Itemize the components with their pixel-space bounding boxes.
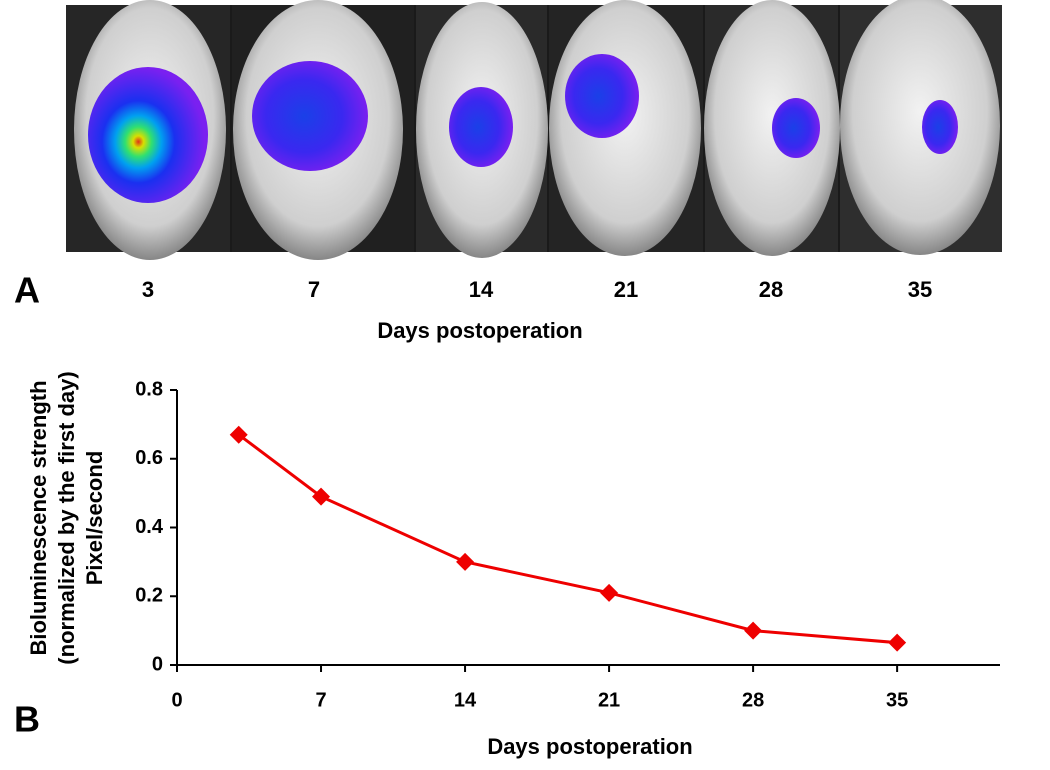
y-tick-label: 0	[152, 653, 163, 675]
y-axis-title-line: Bioluminescence strength	[26, 380, 51, 655]
data-marker	[456, 552, 475, 571]
mouse-image	[232, 0, 414, 260]
data-marker	[312, 487, 331, 506]
x-tick-label: 28	[742, 689, 764, 711]
image-label: 28	[759, 277, 783, 302]
mouse-image	[840, 0, 1002, 255]
x-tick-label: 21	[598, 689, 620, 711]
image-label: 35	[908, 277, 932, 302]
mouse-image	[549, 0, 703, 256]
x-tick-label: 0	[171, 689, 182, 711]
panel-label: B	[14, 699, 40, 740]
data-marker	[600, 583, 619, 602]
image-label: 3	[142, 277, 154, 302]
y-axis-title: Bioluminescence strength (normalized by …	[26, 371, 107, 664]
mouse-image	[416, 2, 548, 258]
data-marker	[888, 633, 907, 652]
series-line	[237, 433, 898, 645]
x-axis-title: Days postoperation	[377, 318, 582, 343]
image-label: 14	[469, 277, 494, 302]
y-axis-title-line: (normalized by the first day)	[54, 371, 79, 664]
x-tick-label: 35	[886, 689, 908, 711]
mouse-image	[704, 0, 840, 256]
mouse-image	[66, 0, 230, 260]
x-tick-label: 7	[315, 689, 326, 711]
data-marker	[229, 425, 248, 444]
y-tick-label: 0.8	[135, 378, 163, 400]
y-tick-label: 0.4	[135, 516, 164, 538]
y-tick-label: 0.2	[135, 585, 163, 607]
x-axis-title: Days postoperation	[487, 734, 692, 759]
y-axis-title-line: Pixel/second	[82, 451, 107, 586]
x-tick-label: 14	[454, 689, 477, 711]
mouse-images	[66, 0, 1002, 260]
y-tick-label: 0.6	[135, 447, 163, 469]
image-label: 21	[614, 277, 638, 302]
panel-label: A	[14, 270, 40, 311]
image-label: 7	[308, 277, 320, 302]
data-marker	[744, 621, 763, 640]
